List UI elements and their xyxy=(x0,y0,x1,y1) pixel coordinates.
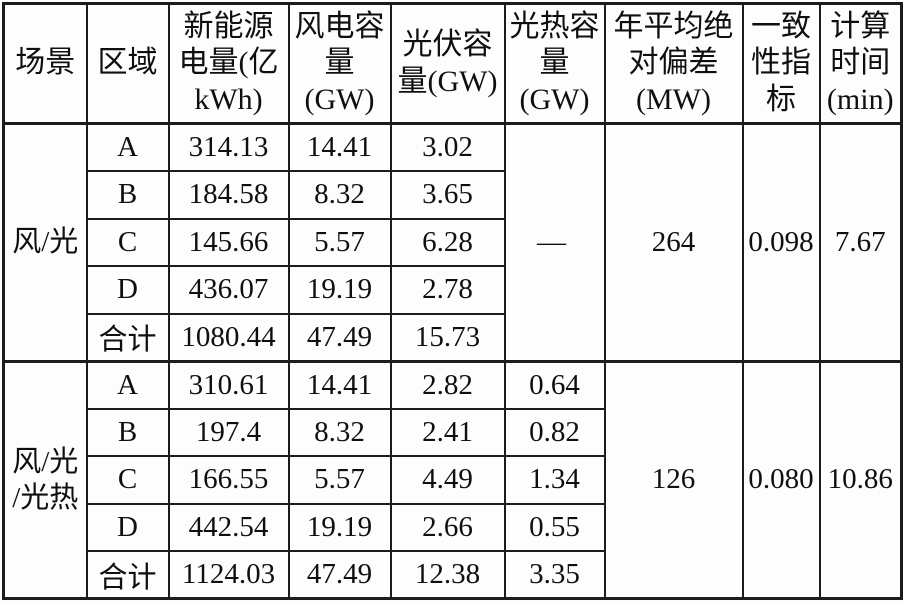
header-mad: 年平均绝 对偏差 (MW) xyxy=(603,2,744,125)
table-row: D 442.54 19.19 2.66 0.55 xyxy=(4,502,902,552)
cell-region: D xyxy=(85,502,170,552)
cell-region: 合计 xyxy=(85,550,170,600)
cell-csp: 0.55 xyxy=(503,502,606,552)
cell-new-energy: 145.66 xyxy=(167,217,290,267)
cell-wind: 5.57 xyxy=(287,217,392,267)
cell-wind: 14.41 xyxy=(287,359,392,410)
cell-wind: 8.32 xyxy=(287,170,392,220)
header-csp-capacity: 光热容 量 (GW) xyxy=(503,2,606,125)
cell-pv: 15.73 xyxy=(389,312,506,362)
table-row: C 166.55 5.57 4.49 1.34 xyxy=(4,455,902,505)
table-row: D 436.07 19.19 2.78 xyxy=(4,265,902,315)
cell-new-energy: 1124.03 xyxy=(167,550,290,600)
header-region: 区域 xyxy=(85,2,170,125)
cell-wind: 19.19 xyxy=(287,265,392,315)
cell-compute-time: 7.67 xyxy=(818,122,903,362)
cell-pv: 2.78 xyxy=(389,265,506,315)
cell-consistency: 0.098 xyxy=(741,122,821,362)
cell-pv: 4.49 xyxy=(389,455,506,505)
table-row: 风/光 A 314.13 14.41 3.02 — 264 0.098 7.67 xyxy=(2,122,903,362)
cell-pv: 2.66 xyxy=(389,502,506,552)
cell-wind: 47.49 xyxy=(287,550,392,600)
cell-new-energy: 1080.44 xyxy=(167,312,290,362)
table-row: B 197.4 8.32 2.41 0.82 xyxy=(4,407,902,457)
table-row: 风/光 /光热 A 310.61 14.41 2.82 0.64 126 0.0… xyxy=(2,359,903,600)
header-scenario: 场景 xyxy=(2,2,88,125)
cell-region: A xyxy=(85,122,170,172)
cell-wind: 5.57 xyxy=(287,455,392,505)
cell-new-energy: 166.55 xyxy=(167,455,290,505)
cell-new-energy: 184.58 xyxy=(167,170,290,220)
cell-wind: 8.32 xyxy=(287,407,392,457)
cell-pv: 2.82 xyxy=(389,359,506,410)
header-row: 场景 区域 新能源 电量(亿 kWh) 风电容 量 (GW) 光伏容 量(GW)… xyxy=(2,2,903,125)
table-row-total: 合计 1124.03 47.49 12.38 3.35 xyxy=(4,550,902,600)
cell-csp: 0.82 xyxy=(503,407,606,457)
table-row-total: 合计 1080.44 47.49 15.73 xyxy=(4,312,902,362)
cell-pv: 12.38 xyxy=(389,550,506,600)
cell-scenario-wind-pv: 风/光 xyxy=(2,122,88,362)
cell-region: C xyxy=(85,217,170,267)
cell-new-energy: 197.4 xyxy=(167,407,290,457)
cell-region: D xyxy=(85,265,170,315)
header-wind-capacity: 风电容 量 (GW) xyxy=(287,2,392,125)
cell-new-energy: 314.13 xyxy=(167,122,290,172)
cell-region: B xyxy=(85,170,170,220)
cell-scenario-wind-pv-csp: 风/光 /光热 xyxy=(2,359,88,600)
cell-wind: 14.41 xyxy=(287,122,392,172)
cell-region: B xyxy=(85,407,170,457)
table-row: B 184.58 8.32 3.65 xyxy=(4,170,902,220)
header-new-energy: 新能源 电量(亿 kWh) xyxy=(167,2,290,125)
cell-compute-time: 10.86 xyxy=(818,359,903,600)
cell-new-energy: 436.07 xyxy=(167,265,290,315)
table-row: C 145.66 5.57 6.28 xyxy=(4,217,902,267)
cell-wind: 47.49 xyxy=(287,312,392,362)
cell-region: A xyxy=(85,359,170,410)
cell-region: 合计 xyxy=(85,312,170,362)
cell-pv: 3.65 xyxy=(389,170,506,220)
cell-pv: 3.02 xyxy=(389,122,506,172)
cell-pv: 2.41 xyxy=(389,407,506,457)
header-pv-capacity: 光伏容 量(GW) xyxy=(389,2,506,125)
cell-new-energy: 442.54 xyxy=(167,502,290,552)
cell-csp: 1.34 xyxy=(503,455,606,505)
cell-csp: 3.35 xyxy=(503,550,606,600)
cell-mad: 126 xyxy=(603,359,744,600)
cell-new-energy: 310.61 xyxy=(167,359,290,410)
header-compute-time: 计算 时间 (min) xyxy=(818,2,903,125)
cell-pv: 6.28 xyxy=(389,217,506,267)
cell-csp-merged: — xyxy=(503,122,606,362)
header-consistency: 一致 性指 标 xyxy=(741,2,821,125)
cell-csp: 0.64 xyxy=(503,359,606,410)
cell-region: C xyxy=(85,455,170,505)
cell-consistency: 0.080 xyxy=(741,359,821,600)
cell-mad: 264 xyxy=(603,122,744,362)
cell-wind: 19.19 xyxy=(287,502,392,552)
